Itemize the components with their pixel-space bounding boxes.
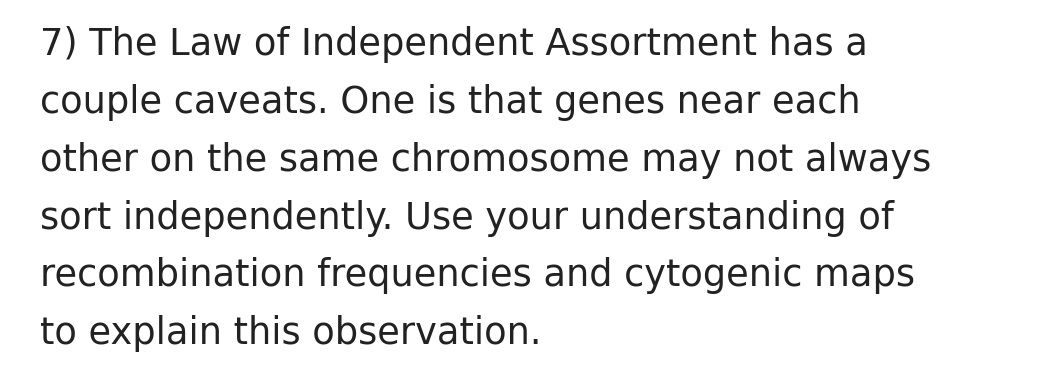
- Text: couple caveats. One is that genes near each: couple caveats. One is that genes near e…: [40, 84, 860, 121]
- Text: sort independently. Use your understanding of: sort independently. Use your understandi…: [40, 200, 894, 236]
- Text: other on the same chromosome may not always: other on the same chromosome may not alw…: [40, 142, 931, 179]
- Text: to explain this observation.: to explain this observation.: [40, 315, 541, 352]
- Text: 7) The Law of Independent Assortment has a: 7) The Law of Independent Assortment has…: [40, 26, 868, 63]
- Text: recombination frequencies and cytogenic maps: recombination frequencies and cytogenic …: [40, 257, 915, 294]
